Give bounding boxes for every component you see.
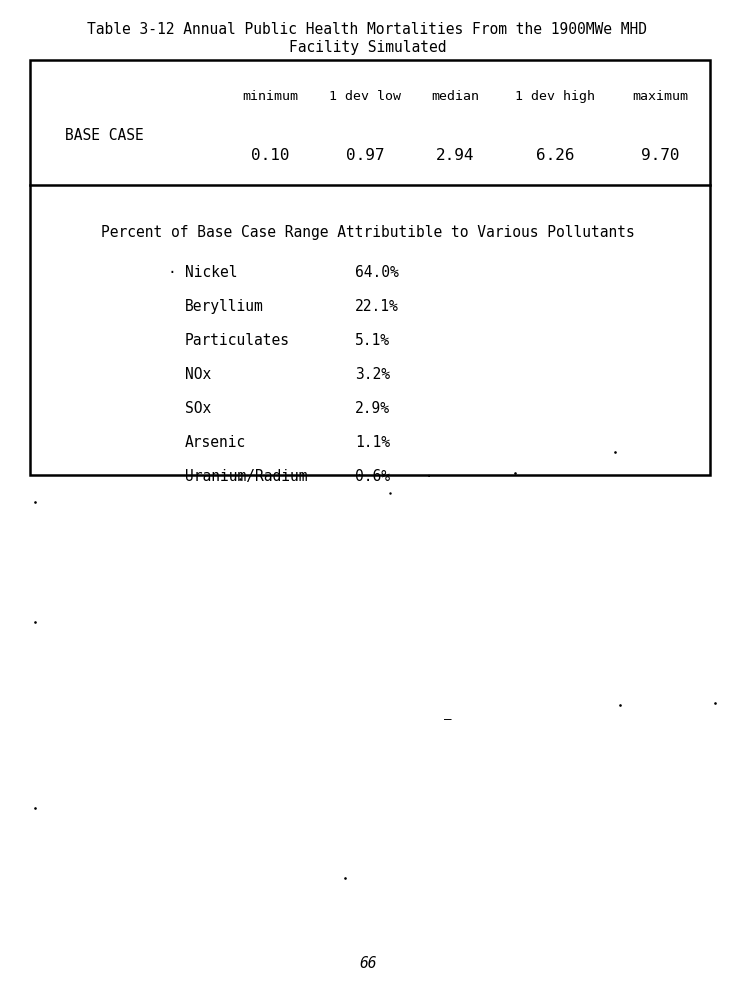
Text: Beryllium: Beryllium — [185, 299, 264, 314]
Text: –: – — [444, 713, 452, 726]
Text: 1.1%: 1.1% — [355, 435, 390, 450]
Text: 3.2%: 3.2% — [355, 367, 390, 382]
Text: 66: 66 — [359, 955, 377, 970]
Text: Nickel: Nickel — [185, 265, 237, 280]
Text: SOx: SOx — [185, 401, 211, 416]
Text: Uranium/Radium: Uranium/Radium — [185, 469, 307, 484]
Text: Arsenic: Arsenic — [185, 435, 246, 450]
Text: 0.97: 0.97 — [345, 148, 384, 163]
Bar — [30, 60, 710, 475]
Text: 1 dev low: 1 dev low — [329, 90, 401, 103]
Text: 2.94: 2.94 — [436, 148, 474, 163]
Text: ·: · — [168, 265, 176, 280]
Text: median: median — [431, 90, 479, 103]
Text: 0.10: 0.10 — [251, 148, 290, 163]
Text: 22.1%: 22.1% — [355, 299, 399, 314]
Text: 9.70: 9.70 — [641, 148, 679, 163]
Text: 0.6%: 0.6% — [355, 469, 390, 484]
Text: 1 dev high: 1 dev high — [515, 90, 595, 103]
Text: 5.1%: 5.1% — [355, 333, 390, 348]
Text: maximum: maximum — [632, 90, 688, 103]
Text: Facility Simulated: Facility Simulated — [289, 40, 446, 55]
Text: Table 3-12 Annual Public Health Mortalities From the 1900MWe MHD: Table 3-12 Annual Public Health Mortalit… — [87, 22, 648, 37]
Text: NOx: NOx — [185, 367, 211, 382]
Text: ·: · — [416, 469, 434, 484]
Text: Particulates: Particulates — [185, 333, 290, 348]
Text: Percent of Base Case Range Attributible to Various Pollutants: Percent of Base Case Range Attributible … — [101, 225, 634, 240]
Text: 2.9%: 2.9% — [355, 401, 390, 416]
Text: 64.0%: 64.0% — [355, 265, 399, 280]
Text: 6.26: 6.26 — [536, 148, 574, 163]
Text: minimum: minimum — [242, 90, 298, 103]
Text: BASE CASE: BASE CASE — [65, 128, 144, 143]
